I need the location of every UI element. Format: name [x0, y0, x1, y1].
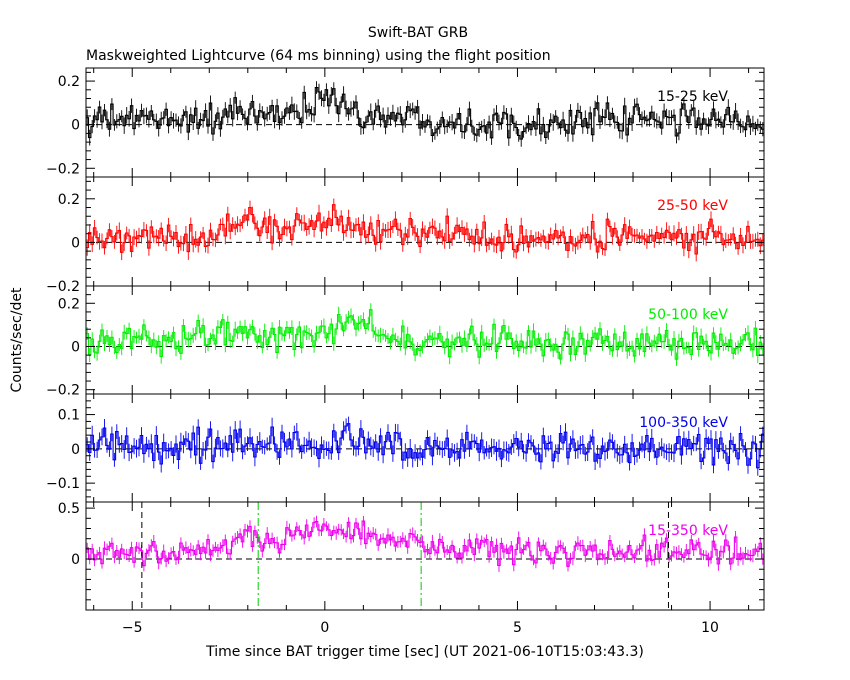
- y-tick-label: 0: [71, 235, 80, 251]
- y-tick-label: 0.1: [58, 408, 80, 424]
- y-tick-label: −0.2: [46, 161, 80, 177]
- y-tick-label: 0: [71, 442, 80, 458]
- series-line: [86, 204, 764, 255]
- x-tick-label: 10: [701, 620, 719, 636]
- y-tick-label: 0.2: [58, 192, 80, 208]
- energy-band-label: 50-100 keV: [648, 307, 728, 323]
- panel-frame: [85, 501, 765, 611]
- series-line: [86, 520, 764, 567]
- panel-0: −0.2 0 0.2 15-25 keV: [46, 67, 765, 178]
- energy-band-label: 15-350 keV: [648, 523, 728, 539]
- x-tick-label: 0: [320, 620, 329, 636]
- y-tick-label: 0: [71, 552, 80, 568]
- x-tick-label: −5: [122, 620, 143, 636]
- panel-3: −0.1 0 0.1 100-350 keV: [46, 393, 765, 503]
- y-tick-label: 0: [71, 339, 80, 355]
- panels-group: −0.2 0 0.2 15-25 keV −0.2 0 0.2 25-50 keV −0.2 0 0…: [46, 67, 765, 636]
- x-axis-label: Time since BAT trigger time [sec] (UT 20…: [205, 644, 644, 660]
- x-tick-label: 5: [513, 620, 522, 636]
- figure-title: Swift-BAT GRB: [368, 25, 468, 41]
- y-tick-label: −0.1: [46, 476, 80, 492]
- series-line: [86, 86, 764, 140]
- panel-2: −0.2 0 0.2 50-100 keV: [46, 285, 765, 399]
- figure-subtitle: Maskweighted Lightcurve (64 ms binning) …: [86, 48, 551, 64]
- y-tick-label: 0: [71, 118, 80, 134]
- y-axis-label: Counts/sec/det: [9, 287, 25, 392]
- y-tick-label: −0.2: [46, 279, 80, 295]
- y-tick-label: −0.2: [46, 383, 80, 399]
- y-tick-label: 0.2: [58, 296, 80, 312]
- series-line: [86, 423, 764, 469]
- energy-band-label: 15-25 keV: [657, 89, 728, 105]
- panel-4: −5 0 5 10 0 0.5 15-350 keV: [58, 501, 765, 636]
- energy-band-label: 25-50 keV: [657, 198, 728, 214]
- energy-band-label: 100-350 keV: [639, 415, 728, 431]
- series-line: [86, 309, 764, 360]
- y-tick-label: 0.2: [58, 74, 80, 90]
- y-tick-label: 0.5: [58, 501, 80, 517]
